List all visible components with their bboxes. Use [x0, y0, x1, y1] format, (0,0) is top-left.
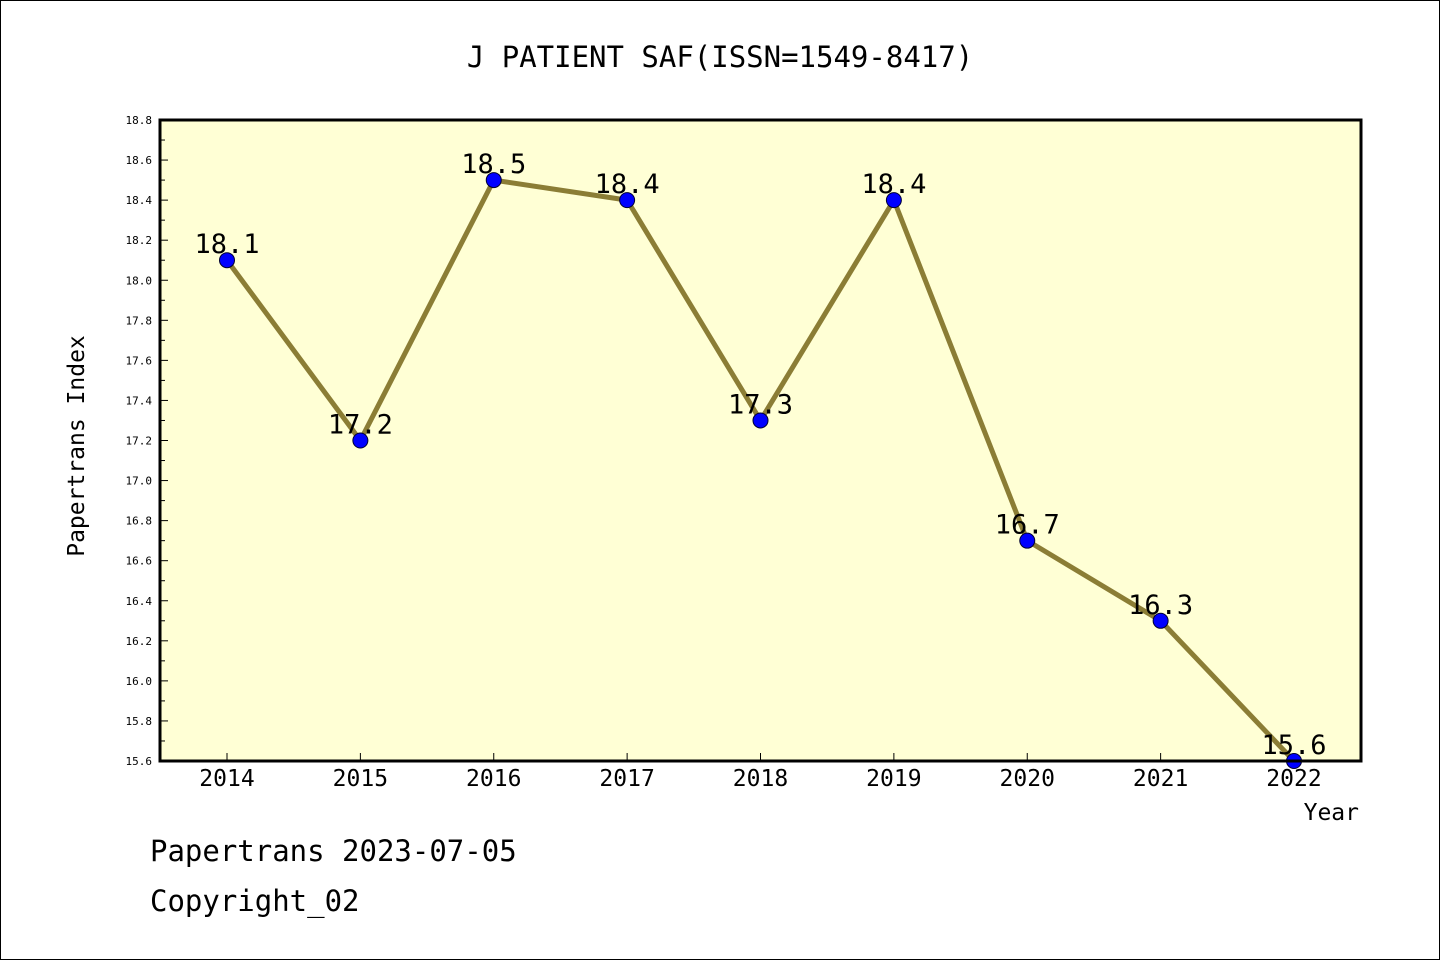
data-point: [219, 252, 235, 269]
data-label: 18.1: [194, 229, 259, 260]
data-point: [1019, 532, 1036, 549]
x-axis-ticks: 2014 2015 2016 2017 2018 2019 2020 2021 2022: [199, 753, 1322, 792]
data-point: [352, 432, 369, 449]
x-tick-label: 2016: [466, 766, 521, 792]
y-tick-label: 18.2: [126, 234, 153, 247]
data-label: 17.3: [728, 389, 793, 420]
y-tick-label: 16.2: [126, 635, 153, 648]
y-tick-label: 17.6: [126, 354, 153, 367]
data-label: 18.5: [461, 149, 526, 180]
y-tick-label: 18.4: [126, 194, 153, 207]
x-tick-label: 2019: [866, 766, 921, 792]
data-point: [619, 192, 636, 209]
y-tick-label: 16.0: [126, 675, 153, 688]
y-tick-label: 18.6: [126, 154, 153, 167]
data-label: 18.4: [595, 169, 660, 200]
x-tick-label: 2015: [333, 766, 388, 792]
x-tick-label: 2018: [733, 766, 788, 792]
x-tick-label: 2022: [1266, 766, 1321, 792]
data-label: 17.2: [328, 410, 393, 441]
x-axis-label: Year: [1304, 800, 1359, 826]
data-point: [1152, 612, 1169, 629]
data-point: [752, 412, 769, 429]
x-tick-label: 2014: [199, 766, 254, 792]
x-tick-label: 2020: [1000, 766, 1055, 792]
y-tick-label: 16.6: [126, 555, 153, 568]
plot-border: [158, 118, 1363, 763]
y-tick-label: 18.0: [126, 274, 153, 287]
x-tick-label: 2021: [1133, 766, 1188, 792]
y-tick-label: 17.4: [126, 394, 153, 407]
chart-title: J PATIENT SAF(ISSN=1549-8417): [467, 40, 973, 74]
data-point: [485, 172, 502, 189]
data-labels: 18.1 17.2 18.5 18.4 17.3 18.4 16.7 16.3 15.6: [194, 149, 1326, 761]
y-tick-label: 18.8: [126, 114, 153, 127]
data-label: 15.6: [1261, 730, 1326, 761]
y-tick-label: 15.6: [126, 755, 153, 768]
data-point: [885, 192, 902, 209]
x-tick-label: 2017: [599, 766, 654, 792]
data-label: 16.3: [1128, 590, 1193, 621]
y-tick-label: 16.8: [126, 515, 153, 528]
y-tick-label: 17.2: [126, 435, 153, 448]
y-tick-label: 17.8: [126, 314, 153, 327]
plot-area: [160, 120, 1361, 761]
footer-date-text: Papertrans 2023-07-05: [150, 834, 517, 868]
y-tick-label: 15.8: [126, 715, 153, 728]
y-tick-label: 16.4: [126, 595, 153, 608]
data-label: 18.4: [861, 169, 926, 200]
series-group: [219, 172, 1302, 769]
data-label: 16.7: [995, 510, 1060, 541]
y-axis-label: Papertrans Index: [64, 335, 90, 557]
footer-copyright-text: Copyright_02: [150, 884, 360, 918]
y-tick-label: 17.0: [126, 475, 153, 488]
